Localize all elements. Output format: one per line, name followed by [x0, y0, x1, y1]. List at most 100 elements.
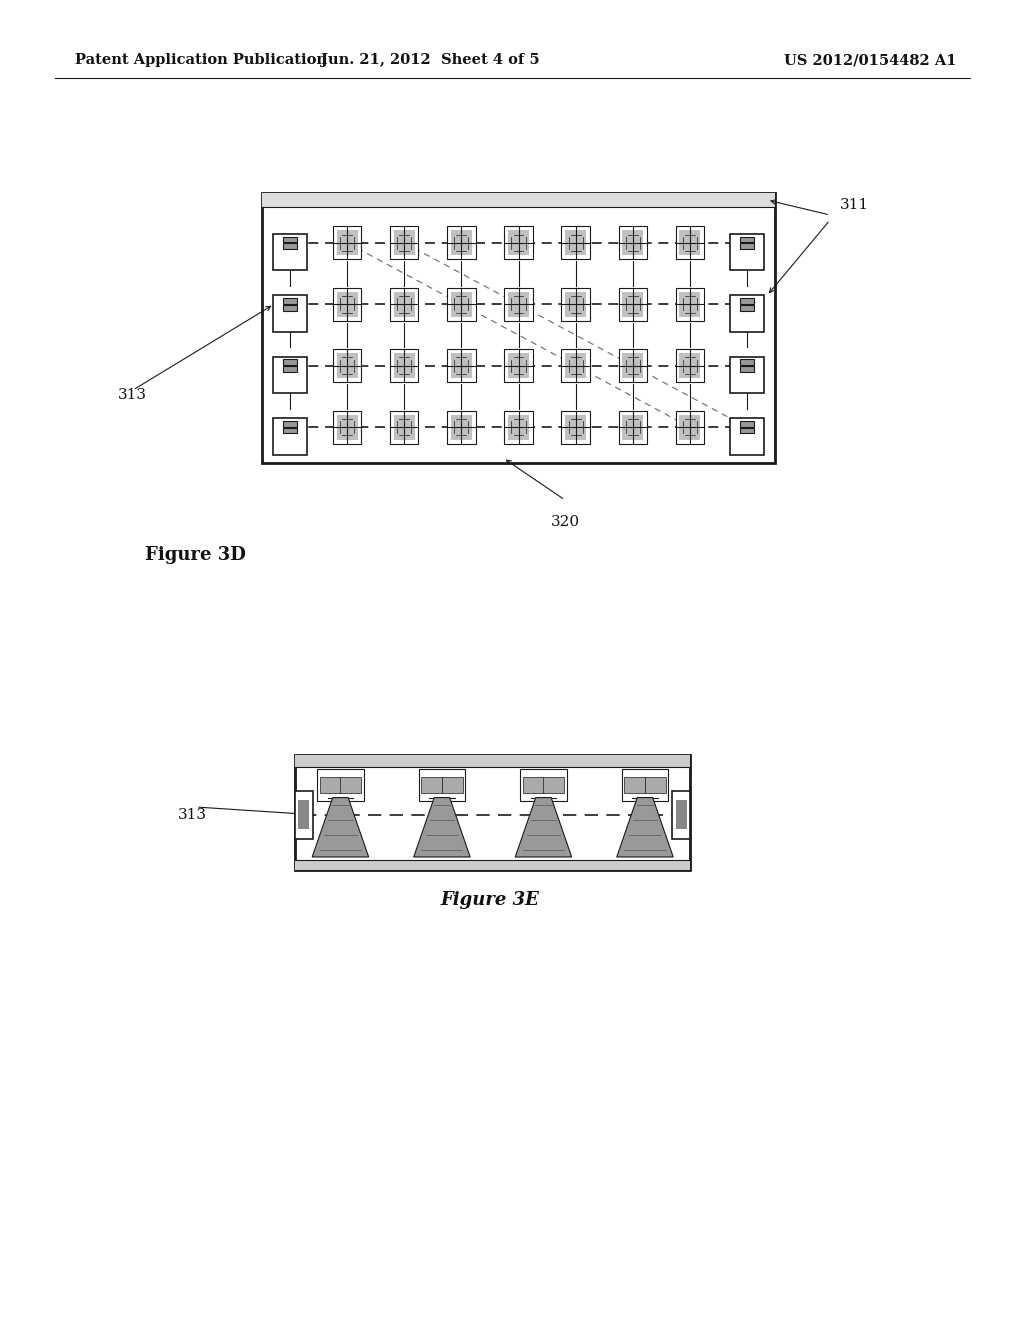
Bar	[284, 236, 297, 243]
Bar	[390, 226, 419, 260]
Text: 313: 313	[178, 808, 207, 822]
Bar	[284, 305, 297, 310]
Bar	[317, 770, 364, 801]
Bar	[676, 800, 687, 829]
Bar	[561, 348, 590, 383]
Bar	[273, 296, 307, 331]
Bar	[273, 356, 307, 393]
Bar	[676, 348, 703, 383]
Bar	[730, 418, 764, 454]
Bar	[618, 288, 647, 321]
Bar	[505, 288, 532, 321]
Bar	[740, 236, 754, 243]
Bar	[394, 231, 415, 255]
Bar	[333, 348, 361, 383]
Bar	[337, 231, 357, 255]
Bar	[676, 288, 703, 321]
Bar	[740, 359, 754, 366]
Bar	[565, 292, 586, 317]
Bar	[419, 770, 465, 801]
Bar	[622, 770, 668, 801]
Bar	[508, 292, 529, 317]
Bar	[565, 354, 586, 379]
Bar	[284, 243, 297, 249]
Bar	[295, 861, 690, 870]
Bar	[740, 298, 754, 304]
Bar	[565, 414, 586, 440]
Polygon shape	[312, 797, 369, 857]
Bar	[447, 226, 475, 260]
Polygon shape	[515, 797, 571, 857]
Bar	[337, 354, 357, 379]
Bar	[394, 354, 415, 379]
Bar	[520, 770, 566, 801]
Bar	[394, 414, 415, 440]
Bar	[333, 411, 361, 444]
Bar	[284, 359, 297, 366]
Bar	[451, 414, 472, 440]
Bar	[543, 777, 564, 793]
Bar	[447, 288, 475, 321]
Bar	[679, 354, 700, 379]
Bar	[298, 800, 309, 829]
Text: Patent Application Publication: Patent Application Publication	[75, 53, 327, 67]
Bar	[508, 414, 529, 440]
Bar	[390, 288, 419, 321]
Bar	[730, 296, 764, 331]
Polygon shape	[414, 797, 470, 857]
Bar	[273, 418, 307, 454]
Bar	[295, 791, 312, 840]
Bar	[561, 411, 590, 444]
Text: Figure 3D: Figure 3D	[145, 546, 246, 564]
Bar	[390, 411, 419, 444]
Text: US 2012/0154482 A1: US 2012/0154482 A1	[783, 53, 956, 67]
Bar	[337, 292, 357, 317]
Bar	[740, 366, 754, 372]
Bar	[505, 226, 532, 260]
Bar	[622, 292, 643, 317]
Bar	[740, 428, 754, 433]
Bar	[284, 366, 297, 372]
Bar	[561, 288, 590, 321]
Bar	[505, 348, 532, 383]
Bar	[622, 231, 643, 255]
Bar	[394, 292, 415, 317]
Bar	[447, 411, 475, 444]
Bar	[730, 234, 764, 271]
Bar	[618, 226, 647, 260]
Bar	[333, 226, 361, 260]
Bar	[319, 777, 341, 793]
Bar	[340, 777, 361, 793]
Bar	[390, 348, 419, 383]
Bar	[262, 193, 775, 207]
Text: 311: 311	[840, 198, 869, 213]
Bar	[284, 421, 297, 426]
Bar	[618, 411, 647, 444]
Bar	[451, 354, 472, 379]
Bar	[679, 292, 700, 317]
Bar	[505, 411, 532, 444]
Bar	[622, 354, 643, 379]
Bar	[262, 193, 775, 463]
Bar	[441, 777, 463, 793]
Text: Figure 3E: Figure 3E	[440, 891, 540, 909]
Bar	[740, 243, 754, 249]
Bar	[565, 231, 586, 255]
Bar	[284, 428, 297, 433]
Text: Jun. 21, 2012  Sheet 4 of 5: Jun. 21, 2012 Sheet 4 of 5	[321, 53, 540, 67]
Bar	[421, 777, 442, 793]
Bar	[673, 791, 690, 840]
Bar	[740, 305, 754, 310]
Bar	[561, 226, 590, 260]
Bar	[508, 231, 529, 255]
Bar	[676, 411, 703, 444]
Bar	[679, 414, 700, 440]
Bar	[676, 226, 703, 260]
Bar	[333, 288, 361, 321]
Bar	[679, 231, 700, 255]
Bar	[730, 356, 764, 393]
Bar	[284, 298, 297, 304]
Bar	[295, 755, 690, 767]
Bar	[523, 777, 544, 793]
Bar	[451, 292, 472, 317]
